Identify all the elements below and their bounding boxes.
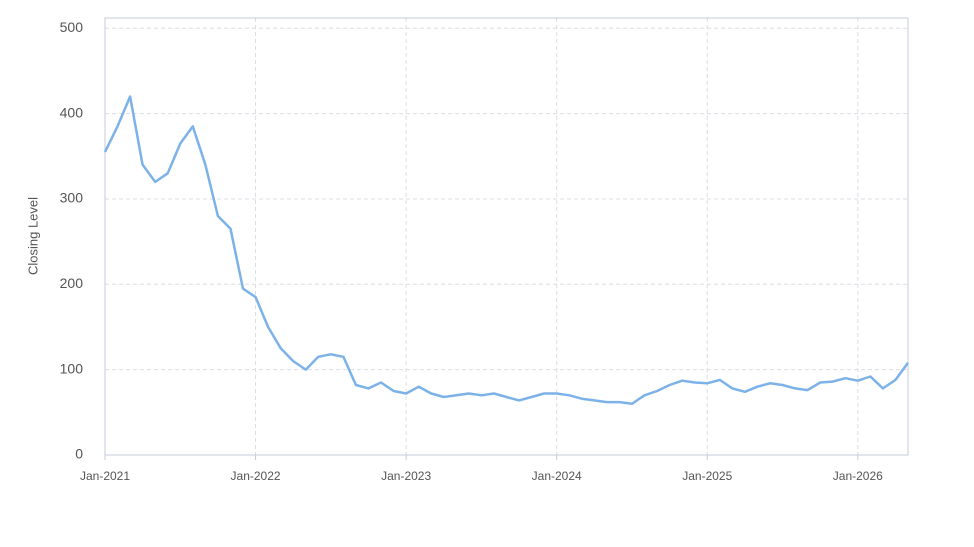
line	[103, 95, 910, 406]
y-tick-label: 200	[60, 275, 84, 291]
y-tick-label: 0	[75, 446, 83, 462]
x-tick-label: Jan-2026	[833, 469, 883, 483]
y-tick-label: 100	[60, 360, 84, 376]
x-tick-label: Jan-2023	[381, 469, 431, 483]
x-tick-label: Jan-2022	[231, 469, 281, 483]
x-tick-label: Jan-2025	[682, 469, 732, 483]
y-tick-label: 400	[60, 104, 84, 120]
x-tick-label: Jan-2021	[80, 469, 130, 483]
y-tick-label: 500	[60, 19, 84, 35]
plot-border	[104, 17, 909, 456]
x-tick-label: Jan-2024	[532, 469, 582, 483]
y-axis-label: Closing Level	[25, 197, 40, 275]
y-tick-label: 300	[60, 190, 84, 206]
